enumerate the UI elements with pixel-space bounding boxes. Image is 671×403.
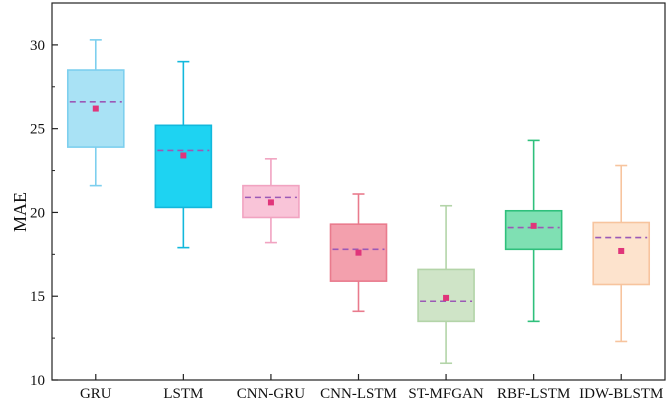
boxes-layer — [66, 39, 651, 365]
box-group-cnn-lstm — [329, 193, 388, 313]
mean-marker — [530, 222, 537, 229]
axes: 10 15 20 25 30 GRU LSTM CNN-GRU CNN-LSTM ST-MFGAN… — [30, 2, 666, 402]
x-tick-label: CNN-LSTM — [320, 386, 397, 402]
y-tick-label: 30 — [30, 38, 45, 54]
x-tick-label: GRU — [80, 386, 112, 402]
box-group-gru — [66, 39, 125, 187]
y-tick-label: 25 — [30, 122, 45, 138]
y-axis-label: MAE — [10, 192, 30, 232]
x-tick-label: LSTM — [163, 386, 203, 402]
box-group-cnn-gru — [242, 158, 300, 244]
box-group-lstm — [154, 60, 213, 249]
x-tick-label: CNN-GRU — [237, 386, 306, 402]
x-tick-label: RBF-LSTM — [497, 386, 570, 402]
y-tick-label: 15 — [30, 289, 45, 305]
box — [504, 209, 563, 251]
box-group-rbf-lstm — [504, 139, 563, 323]
mean-marker — [355, 249, 362, 256]
mean-marker — [443, 294, 450, 301]
plot-frame — [51, 2, 666, 381]
mean-marker — [618, 247, 625, 254]
box-group-st-mfgan — [417, 204, 475, 365]
y-tick-label: 10 — [30, 373, 45, 389]
y-tick-label: 20 — [30, 205, 45, 221]
mean-marker — [92, 105, 99, 112]
box — [154, 124, 213, 209]
mean-marker — [180, 152, 187, 159]
x-tick-label: IDW-BLSTM — [579, 386, 663, 402]
mean-marker — [267, 199, 274, 206]
box-group-idw-blstm — [592, 164, 651, 343]
x-tick-label: ST-MFGAN — [408, 386, 483, 402]
